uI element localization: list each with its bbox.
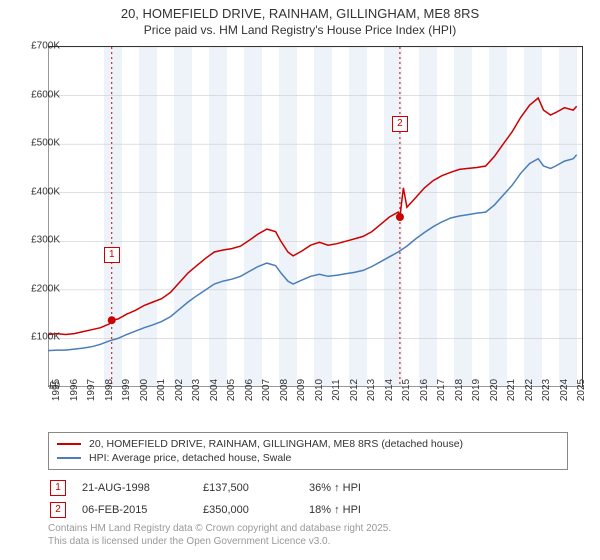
y-axis-label: £300K	[31, 235, 60, 246]
x-axis-label: 2022	[524, 379, 535, 401]
x-axis-label: 2006	[244, 379, 255, 401]
transaction-date: 06-FEB-2015	[82, 500, 201, 520]
x-axis-label: 2015	[401, 379, 412, 401]
x-axis-label: 1995	[51, 379, 62, 401]
x-axis-label: 2001	[156, 379, 167, 401]
legend-label: HPI: Average price, detached house, Swal…	[89, 452, 291, 464]
legend-item: HPI: Average price, detached house, Swal…	[57, 451, 559, 465]
legend-item: 20, HOMEFIELD DRIVE, RAINHAM, GILLINGHAM…	[57, 437, 559, 451]
transaction-price: £137,500	[203, 478, 307, 498]
x-axis-label: 2021	[506, 379, 517, 401]
x-axis-label: 2007	[261, 379, 272, 401]
table-row: 2 06-FEB-2015£350,00018% ↑ HPI	[50, 500, 375, 520]
chart-title: 20, HOMEFIELD DRIVE, RAINHAM, GILLINGHAM…	[0, 0, 600, 21]
legend-swatch	[57, 457, 81, 459]
x-axis-label: 1998	[104, 379, 115, 401]
x-axis-label: 2003	[191, 379, 202, 401]
chart-plot-area	[48, 46, 583, 387]
transaction-number-box: 2	[50, 502, 66, 518]
transaction-diff: 36% ↑ HPI	[309, 478, 375, 498]
x-axis-label: 2024	[559, 379, 570, 401]
x-axis-label: 2002	[174, 379, 185, 401]
x-axis-label: 2013	[366, 379, 377, 401]
transaction-number-box: 1	[50, 480, 66, 496]
y-axis-label: £700K	[31, 41, 60, 52]
transaction-date: 21-AUG-1998	[82, 478, 201, 498]
x-axis-label: 2009	[296, 379, 307, 401]
x-axis-label: 2012	[349, 379, 360, 401]
x-axis-label: 2010	[314, 379, 325, 401]
legend-box: 20, HOMEFIELD DRIVE, RAINHAM, GILLINGHAM…	[48, 432, 568, 470]
series-hpi	[48, 155, 577, 351]
transaction-diff: 18% ↑ HPI	[309, 500, 375, 520]
footer-line-1: Contains HM Land Registry data © Crown c…	[48, 522, 391, 535]
x-axis-label: 2008	[279, 379, 290, 401]
x-axis-label: 1997	[86, 379, 97, 401]
x-axis-label: 2011	[331, 379, 342, 401]
y-axis-label: £400K	[31, 186, 60, 197]
legend-label: 20, HOMEFIELD DRIVE, RAINHAM, GILLINGHAM…	[89, 438, 463, 450]
footer-attribution: Contains HM Land Registry data © Crown c…	[48, 522, 391, 548]
x-axis-label: 2023	[541, 379, 552, 401]
y-axis-label: £600K	[31, 89, 60, 100]
transaction-marker: 1	[104, 247, 120, 263]
x-axis-label: 2025	[576, 379, 587, 401]
table-row: 1 21-AUG-1998£137,50036% ↑ HPI	[50, 478, 375, 498]
x-axis-label: 2014	[384, 379, 395, 401]
x-axis-label: 2016	[419, 379, 430, 401]
x-axis-label: 2018	[454, 379, 465, 401]
x-axis-label: 2017	[436, 379, 447, 401]
y-axis-label: £500K	[31, 138, 60, 149]
x-axis-label: 1996	[69, 379, 80, 401]
chart-subtitle: Price paid vs. HM Land Registry's House …	[0, 21, 600, 37]
footer-line-2: This data is licensed under the Open Gov…	[48, 535, 391, 548]
y-axis-label: £200K	[31, 283, 60, 294]
chart-svg	[48, 47, 582, 387]
x-axis-label: 2004	[209, 379, 220, 401]
x-axis-label: 1999	[121, 379, 132, 401]
x-axis-label: 2019	[471, 379, 482, 401]
x-axis-label: 2000	[139, 379, 150, 401]
x-axis-label: 2020	[489, 379, 500, 401]
x-axis-label: 2005	[226, 379, 237, 401]
legend-swatch	[57, 443, 81, 445]
transaction-table: 1 21-AUG-1998£137,50036% ↑ HPI 2 06-FEB-201…	[48, 476, 377, 522]
y-axis-label: £100K	[31, 332, 60, 343]
series-property	[48, 98, 577, 335]
transaction-marker: 2	[392, 116, 408, 132]
transaction-price: £350,000	[203, 500, 307, 520]
